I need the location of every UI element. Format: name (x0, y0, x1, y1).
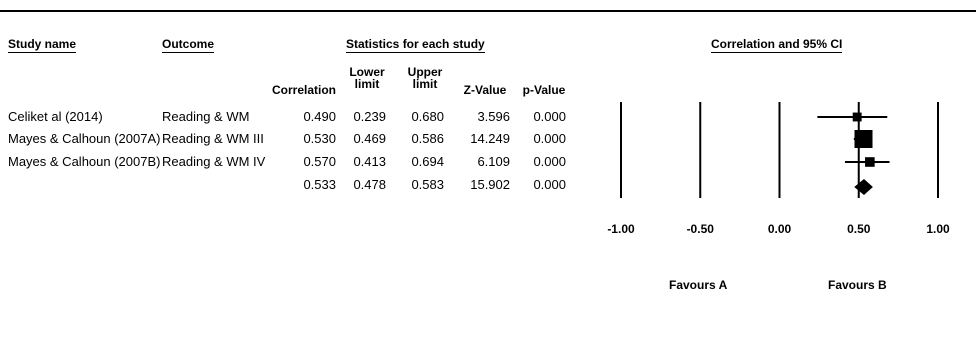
row-3-upper: 0.694 (411, 154, 444, 169)
row-1-p: 0.000 (533, 109, 566, 124)
header-study-name: Study name (8, 37, 77, 53)
row-2-upper: 0.586 (411, 131, 444, 146)
header-correlation: Correlation (271, 83, 336, 97)
header-lower-limit-line1: Lower (349, 65, 385, 79)
point-estimate-study-1 (852, 112, 862, 122)
row-1-study: Celiket al (2014) (8, 109, 103, 124)
header-lower-limit: Lower limit (345, 66, 389, 90)
point-estimate-study-2 (854, 130, 873, 148)
row-3-study: Mayes & Calhoun (2007B) (8, 154, 161, 169)
header-upper-limit: Upper limit (403, 66, 447, 90)
tick-label-4: 0.50 (847, 222, 871, 236)
header-upper-limit-line1: Upper (407, 65, 443, 79)
row-2-p: 0.000 (533, 131, 566, 146)
header-statistics-group: Statistics for each study (346, 37, 485, 53)
header-outcome: Outcome (162, 37, 215, 53)
row-2-lower: 0.469 (353, 131, 386, 146)
row-1-z: 3.596 (477, 109, 510, 124)
row-1-lower: 0.239 (353, 109, 386, 124)
header-p-value: p-Value (522, 83, 566, 97)
summary-upper: 0.583 (411, 177, 444, 192)
header-upper-limit-line2: limit (412, 77, 438, 91)
summary-correlation: 0.533 (303, 177, 336, 192)
row-2-study: Mayes & Calhoun (2007A) (8, 131, 161, 146)
header-z-value: Z-Value (463, 83, 507, 97)
row-3-z: 6.109 (477, 154, 510, 169)
summary-lower: 0.478 (353, 177, 386, 192)
tick-label-1: -1.00 (607, 222, 635, 236)
favours-a-label: Favours A (669, 278, 728, 292)
summary-diamond (854, 179, 873, 195)
tick-label-2: -0.50 (686, 222, 714, 236)
row-3-lower: 0.413 (353, 154, 386, 169)
top-rule (0, 10, 976, 12)
row-2-correlation: 0.530 (303, 131, 336, 146)
row-2-outcome: Reading & WM III (162, 131, 264, 146)
header-correlation-ci: Correlation and 95% CI (711, 37, 843, 53)
row-1-correlation: 0.490 (303, 109, 336, 124)
favours-b-label: Favours B (828, 278, 887, 292)
row-1-outcome: Reading & WM (162, 109, 250, 124)
summary-z: 15.902 (470, 177, 510, 192)
row-1-upper: 0.680 (411, 109, 444, 124)
tick-label-5: 1.00 (926, 222, 950, 236)
row-3-p: 0.000 (533, 154, 566, 169)
point-estimate-study-3 (865, 157, 875, 167)
row-3-correlation: 0.570 (303, 154, 336, 169)
row-3-outcome: Reading & WM IV (162, 154, 266, 169)
summary-p: 0.000 (533, 177, 566, 192)
header-lower-limit-line2: limit (354, 77, 380, 91)
tick-label-3: 0.00 (767, 222, 792, 236)
row-2-z: 14.249 (470, 131, 510, 146)
